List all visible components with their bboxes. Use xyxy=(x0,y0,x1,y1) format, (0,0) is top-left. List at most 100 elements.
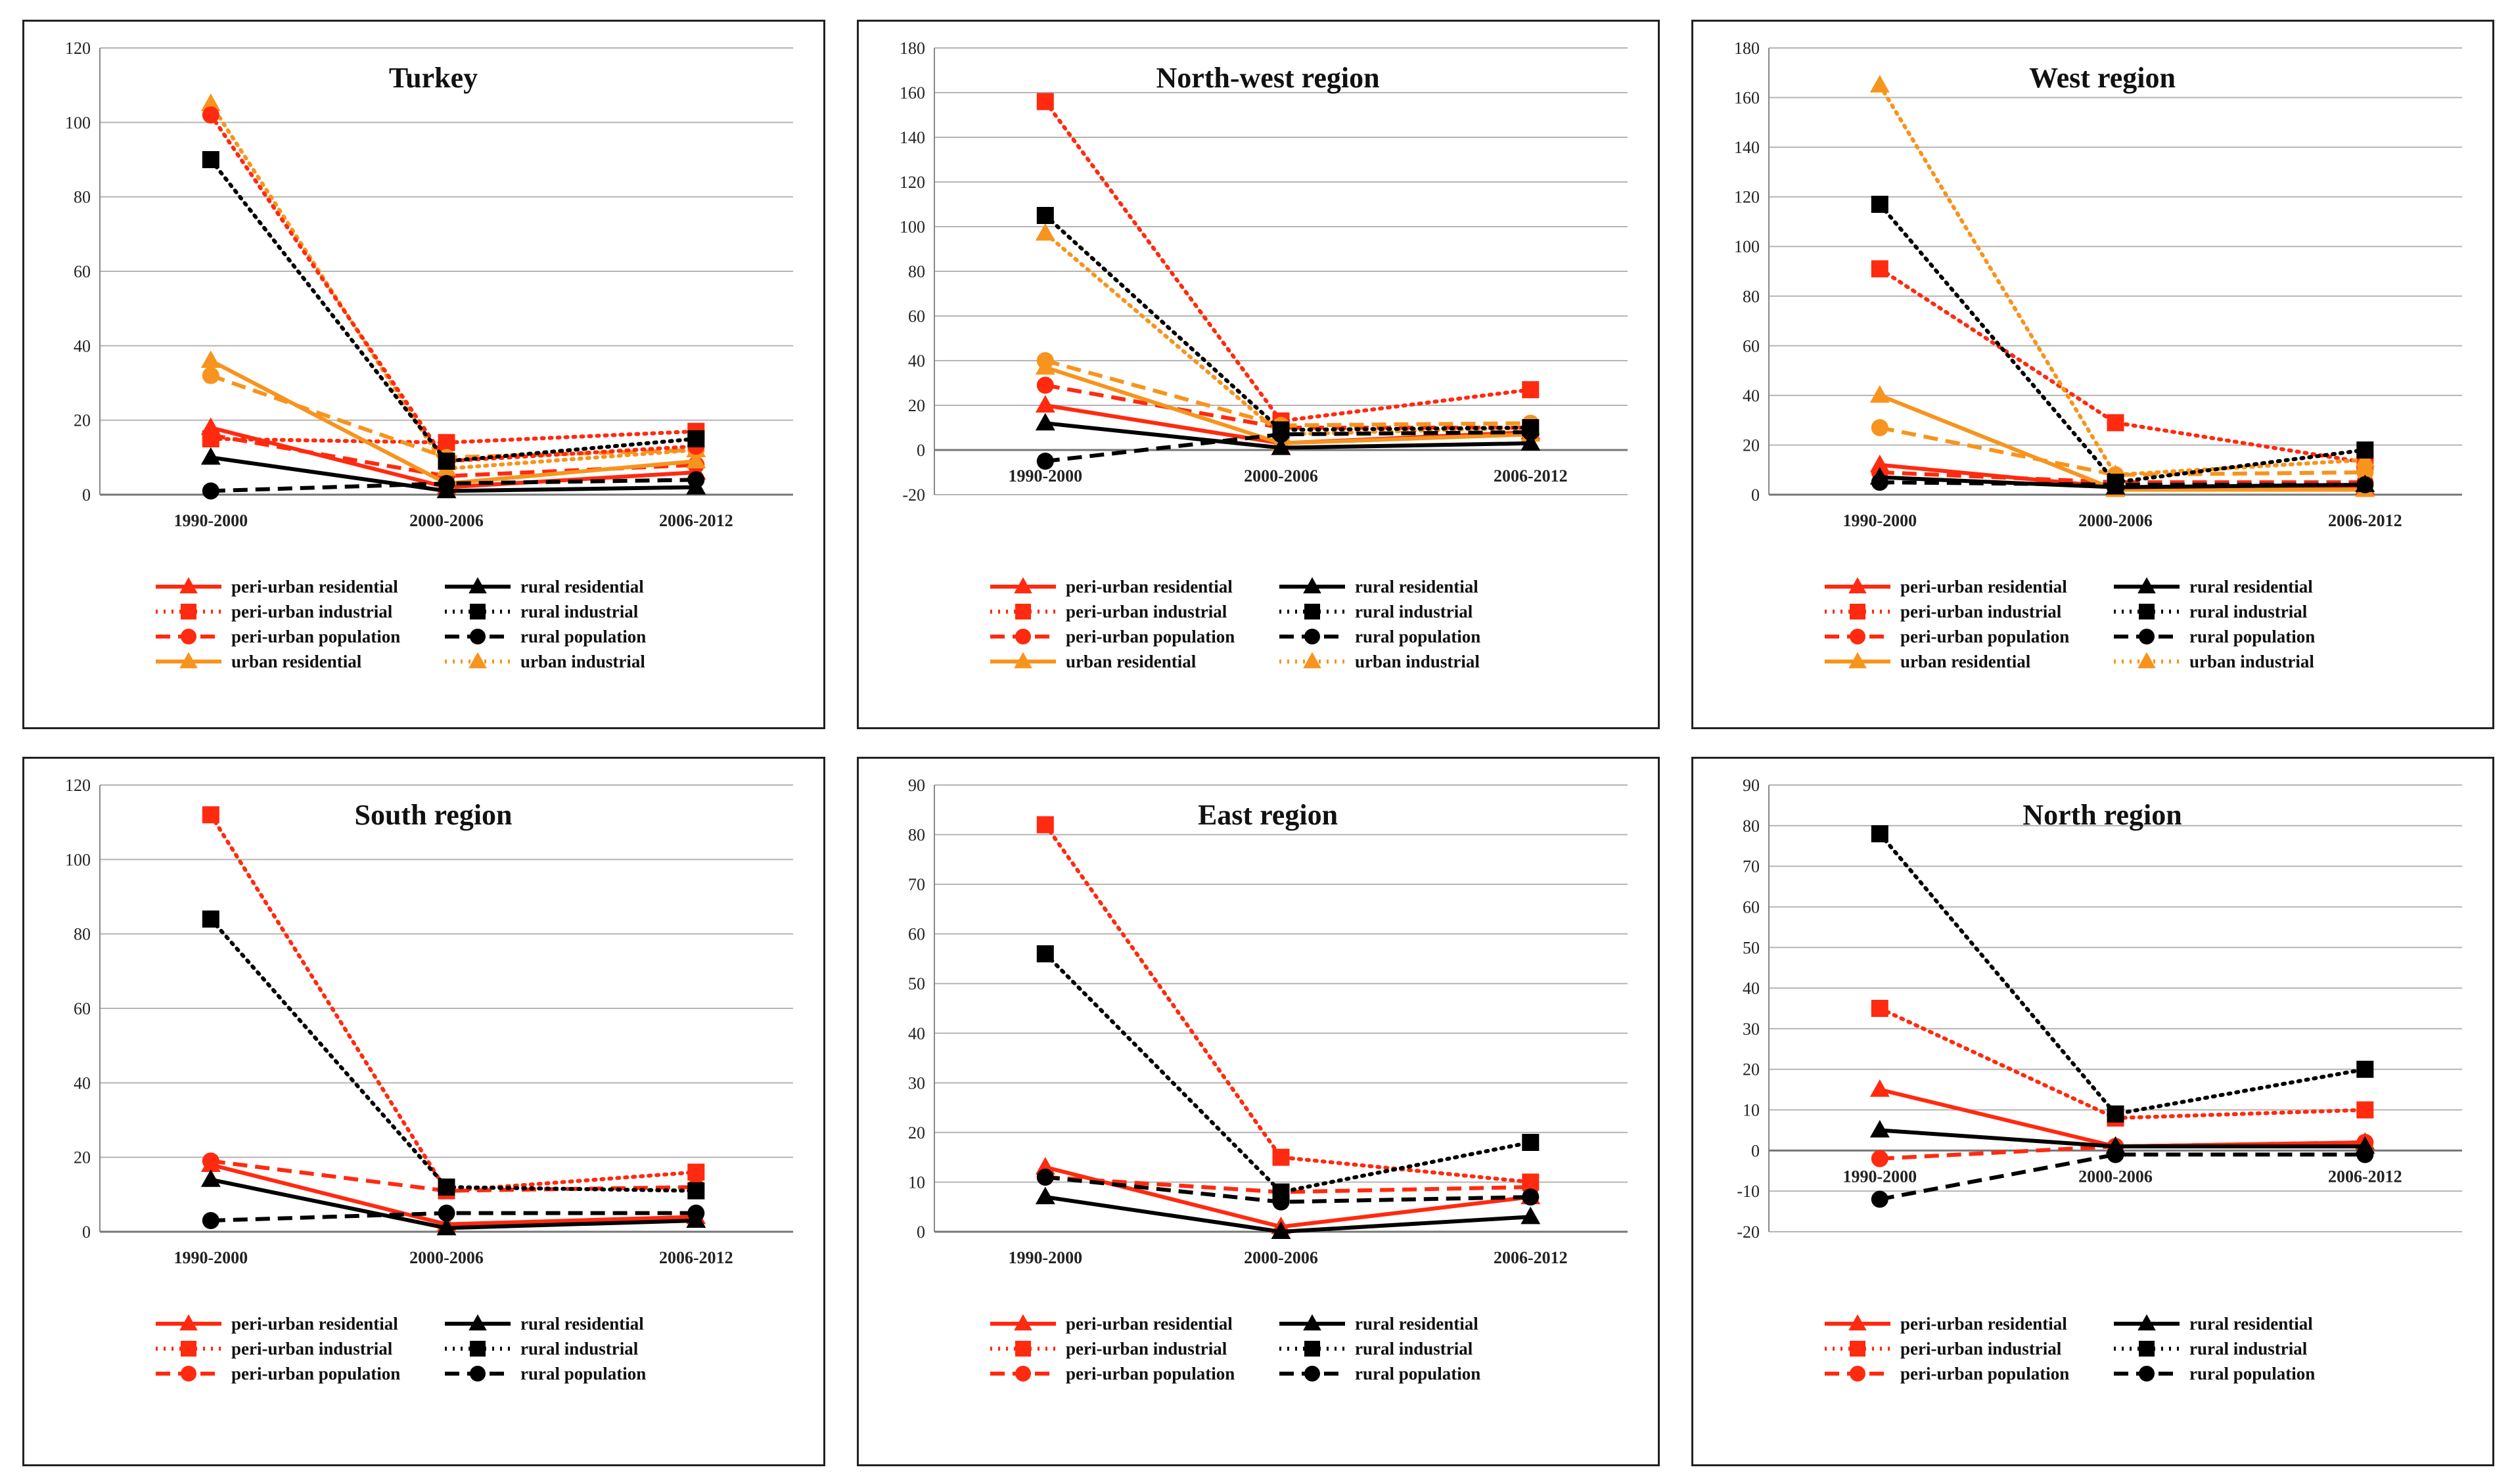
x-tick-label: 1990-2000 xyxy=(1842,511,1917,530)
point-marker xyxy=(202,1212,219,1229)
point-marker xyxy=(1869,385,1890,403)
y-tick-label: 100 xyxy=(65,113,91,132)
series-rural-industrial xyxy=(202,151,705,470)
x-tick-label: 2006-2012 xyxy=(1494,1248,1568,1267)
point-marker xyxy=(686,451,706,469)
y-tick-label: 60 xyxy=(908,925,925,944)
chart-panel-west: 0 20 40 60 80 100 120 140 160 180 1990-2000 2000-20… xyxy=(1691,20,2494,729)
point-marker xyxy=(2107,414,2124,432)
y-tick-label: 50 xyxy=(908,974,925,993)
legend-label: peri-urban population xyxy=(231,627,400,646)
chart-title: North region xyxy=(2023,799,2182,831)
series-rural-population xyxy=(1871,1146,2374,1208)
point-marker xyxy=(2356,464,2374,481)
point-marker xyxy=(1848,577,1867,594)
point-marker xyxy=(1522,423,1540,441)
point-marker xyxy=(1036,207,1054,224)
legend-item-peri-urban-residential: peri-urban residential xyxy=(1825,577,2067,596)
point-marker xyxy=(687,1204,705,1222)
point-marker xyxy=(1036,93,1054,110)
legend-item-urban-industrial: urban industrial xyxy=(2114,652,2314,671)
legend-item-rural-population: rural population xyxy=(1279,1364,1480,1383)
legend-label: peri-urban population xyxy=(1900,627,2069,646)
series-line xyxy=(1043,822,1533,1184)
point-marker xyxy=(1035,1157,1055,1175)
legend-label: rural residential xyxy=(2189,1314,2313,1334)
legend-item-rural-residential: rural residential xyxy=(445,1314,644,1334)
legend-item-urban-residential: urban residential xyxy=(156,652,362,671)
legend-label: peri-urban industrial xyxy=(1066,602,1227,621)
legend-label: urban industrial xyxy=(2189,652,2314,671)
legend-label: peri-urban residential xyxy=(1900,1314,2067,1334)
point-marker xyxy=(179,1314,198,1331)
legend-item-rural-population: rural population xyxy=(2114,627,2315,646)
series-line xyxy=(1043,231,1533,437)
point-marker xyxy=(1522,381,1540,399)
y-tick-label: 60 xyxy=(1743,336,1760,355)
point-marker xyxy=(1871,419,1888,436)
legend-label: peri-urban industrial xyxy=(1066,1339,1227,1359)
point-marker xyxy=(1304,604,1320,619)
series-urban-population-extra xyxy=(202,106,705,470)
y-tick-label: 80 xyxy=(1743,817,1760,836)
point-marker xyxy=(1036,453,1054,470)
y-tick-label: 0 xyxy=(1751,485,1760,505)
chart-panel-north-west: -20 0 20 40 60 80 100 120 140 160 180 1990-2000 2000… xyxy=(857,20,1660,729)
y-tick-label: 0 xyxy=(82,1223,91,1242)
legend-item-rural-industrial: rural industrial xyxy=(1279,1339,1473,1359)
y-tick-label: 60 xyxy=(74,999,91,1018)
series-rural-residential xyxy=(1035,413,1541,455)
chart-svg: -20 -10 0 10 20 30 40 50 60 70 80 90 1990-2000 2000-2… xyxy=(1737,776,2462,1383)
point-marker xyxy=(1015,1366,1031,1382)
point-marker xyxy=(1869,1119,1890,1138)
x-tick-label: 1990-2000 xyxy=(173,1248,248,1267)
point-marker xyxy=(469,577,487,594)
y-tick-label: 140 xyxy=(1734,138,1760,157)
y-tick-label: 40 xyxy=(1743,386,1760,405)
point-marker xyxy=(1014,577,1032,594)
series-rural-population xyxy=(1036,1168,1540,1211)
legend: peri-urban residential rural residential p… xyxy=(990,1314,1480,1383)
point-marker xyxy=(1303,1314,1321,1331)
point-marker xyxy=(1522,1134,1540,1151)
point-marker xyxy=(687,430,705,447)
y-tick-label: 0 xyxy=(917,1223,925,1242)
y-tick-label: 70 xyxy=(1743,857,1760,876)
legend-item-peri-urban-population: peri-urban population xyxy=(990,1364,1235,1383)
point-marker xyxy=(1871,474,1888,491)
legend-item-peri-urban-industrial: peri-urban industrial xyxy=(156,1339,393,1359)
y-tick-label: 120 xyxy=(65,776,91,795)
y-tick-label: 40 xyxy=(74,336,91,355)
point-marker xyxy=(1304,629,1320,644)
x-tick-label: 2000-2006 xyxy=(2078,511,2153,530)
point-marker xyxy=(436,1217,457,1236)
point-marker xyxy=(202,367,219,384)
legend-item-rural-residential: rural residential xyxy=(445,577,644,596)
y-tick-label: 70 xyxy=(908,875,925,894)
y-tick-label: 80 xyxy=(908,262,925,281)
legend: peri-urban residential rural residential p… xyxy=(990,577,1480,671)
y-tick-label: 80 xyxy=(908,826,925,845)
point-marker xyxy=(1848,1314,1867,1331)
point-marker xyxy=(2356,1146,2374,1163)
point-marker xyxy=(181,629,196,644)
y-tick-label: 40 xyxy=(908,351,925,371)
legend-label: urban industrial xyxy=(1355,652,1480,671)
point-marker xyxy=(2139,604,2155,619)
x-tick-label: 2006-2012 xyxy=(2328,511,2402,530)
legend-label: peri-urban residential xyxy=(1066,1314,1233,1334)
point-marker xyxy=(1871,1150,1888,1167)
point-marker xyxy=(1522,1188,1540,1206)
point-marker xyxy=(1848,652,1867,669)
y-tick-label: 40 xyxy=(1743,979,1760,998)
series-line xyxy=(208,158,698,464)
y-tick-label: 90 xyxy=(908,776,925,795)
legend-item-rural-population: rural population xyxy=(2114,1364,2315,1383)
legend-label: peri-urban population xyxy=(1066,1364,1235,1383)
y-tick-label: 40 xyxy=(74,1073,91,1092)
legend-item-rural-population: rural population xyxy=(445,627,646,646)
legend-item-peri-urban-residential: peri-urban residential xyxy=(156,1314,398,1334)
series-urban-industrial xyxy=(200,93,706,476)
series-urban-industrial xyxy=(1035,223,1541,442)
legend-item-peri-urban-industrial: peri-urban industrial xyxy=(1825,602,2062,621)
